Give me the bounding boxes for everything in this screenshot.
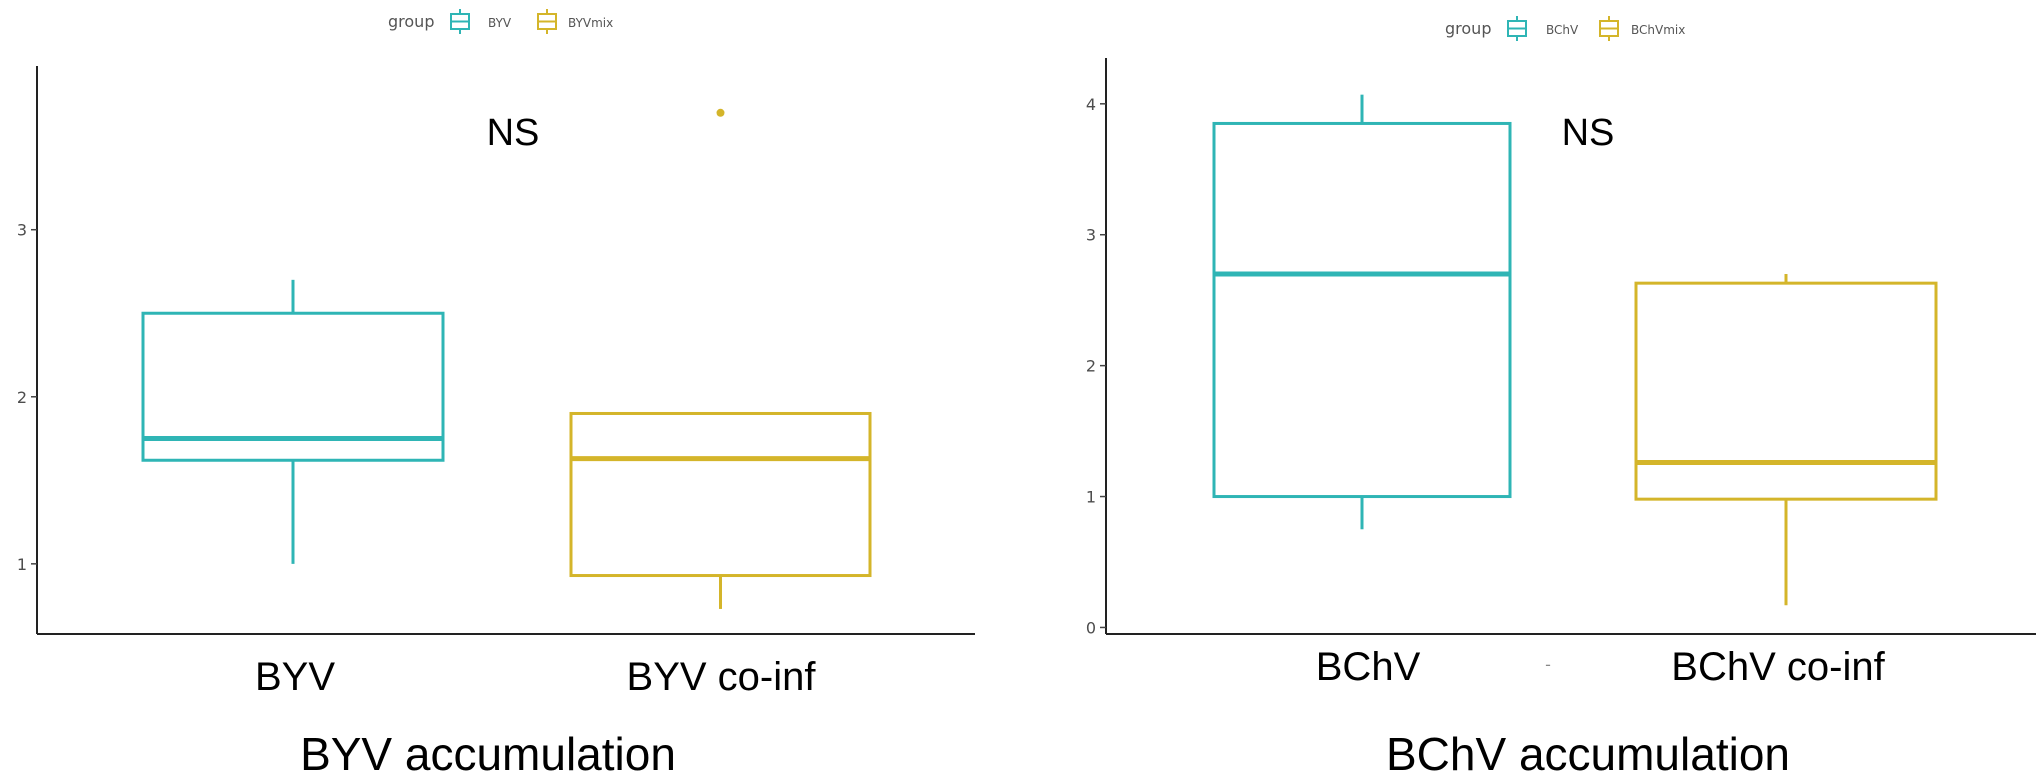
box-iqr bbox=[1634, 281, 1938, 501]
legend-key-bchvmix bbox=[1599, 16, 1619, 41]
legend-byv: group BYV BYVmix bbox=[388, 9, 613, 34]
legend-bchv: group BChV BChVmix bbox=[1445, 16, 1685, 41]
box-iqr bbox=[1212, 121, 1512, 499]
chart-panel-bchv: group BChV BChVmix 0 1 2 3 4 NS BChV BChV co… bbox=[1086, 16, 2036, 777]
y-ticks: 1 2 3 bbox=[17, 221, 37, 574]
y-tick-label: 2 bbox=[1086, 357, 1096, 376]
y-tick-label: 1 bbox=[17, 555, 27, 574]
legend-key-bchv bbox=[1507, 16, 1527, 41]
legend-title: group bbox=[1445, 19, 1491, 38]
y-tick-label: 0 bbox=[1086, 618, 1096, 637]
footer-mark: - bbox=[1545, 655, 1551, 674]
legend-key-byvmix bbox=[537, 9, 557, 34]
y-tick-label: 1 bbox=[1086, 488, 1096, 507]
legend-label-bchvmix: BChVmix bbox=[1631, 23, 1685, 37]
x-category-label: BChV co-inf bbox=[1671, 645, 1885, 689]
legend-label-bchv: BChV bbox=[1546, 23, 1579, 37]
box-bchvmix bbox=[1634, 274, 1938, 606]
box-bchv bbox=[1212, 94, 1512, 530]
panel-title: BChV accumulation bbox=[1386, 728, 1790, 777]
legend-label-byvmix: BYVmix bbox=[568, 16, 613, 30]
legend-title: group bbox=[388, 12, 434, 31]
y-tick-label: 3 bbox=[1086, 226, 1096, 245]
y-tick-label: 3 bbox=[17, 221, 27, 240]
chart-panel-byv: group BYV BYVmix 1 2 3 NS BYV BYV co-inf B… bbox=[17, 9, 975, 777]
outlier-point bbox=[716, 108, 725, 117]
x-category-label: BChV bbox=[1316, 645, 1421, 689]
y-tick-label: 2 bbox=[17, 388, 27, 407]
box-byv bbox=[141, 279, 445, 564]
panel-title: BYV accumulation bbox=[300, 728, 676, 777]
boxes bbox=[1212, 94, 1938, 606]
box-iqr bbox=[569, 411, 872, 578]
y-tick-label: 4 bbox=[1086, 95, 1096, 114]
significance-annotation: NS bbox=[487, 112, 540, 154]
significance-annotation: NS bbox=[1562, 112, 1615, 154]
x-category-label: BYV co-inf bbox=[627, 655, 817, 699]
box-iqr bbox=[141, 311, 445, 462]
legend-label-byv: BYV bbox=[488, 16, 512, 30]
legend-key-byv bbox=[450, 9, 470, 34]
box-byvmix bbox=[569, 108, 872, 609]
y-ticks: 0 1 2 3 4 bbox=[1086, 95, 1106, 637]
x-category-label: BYV bbox=[255, 655, 335, 699]
boxes bbox=[141, 108, 872, 609]
